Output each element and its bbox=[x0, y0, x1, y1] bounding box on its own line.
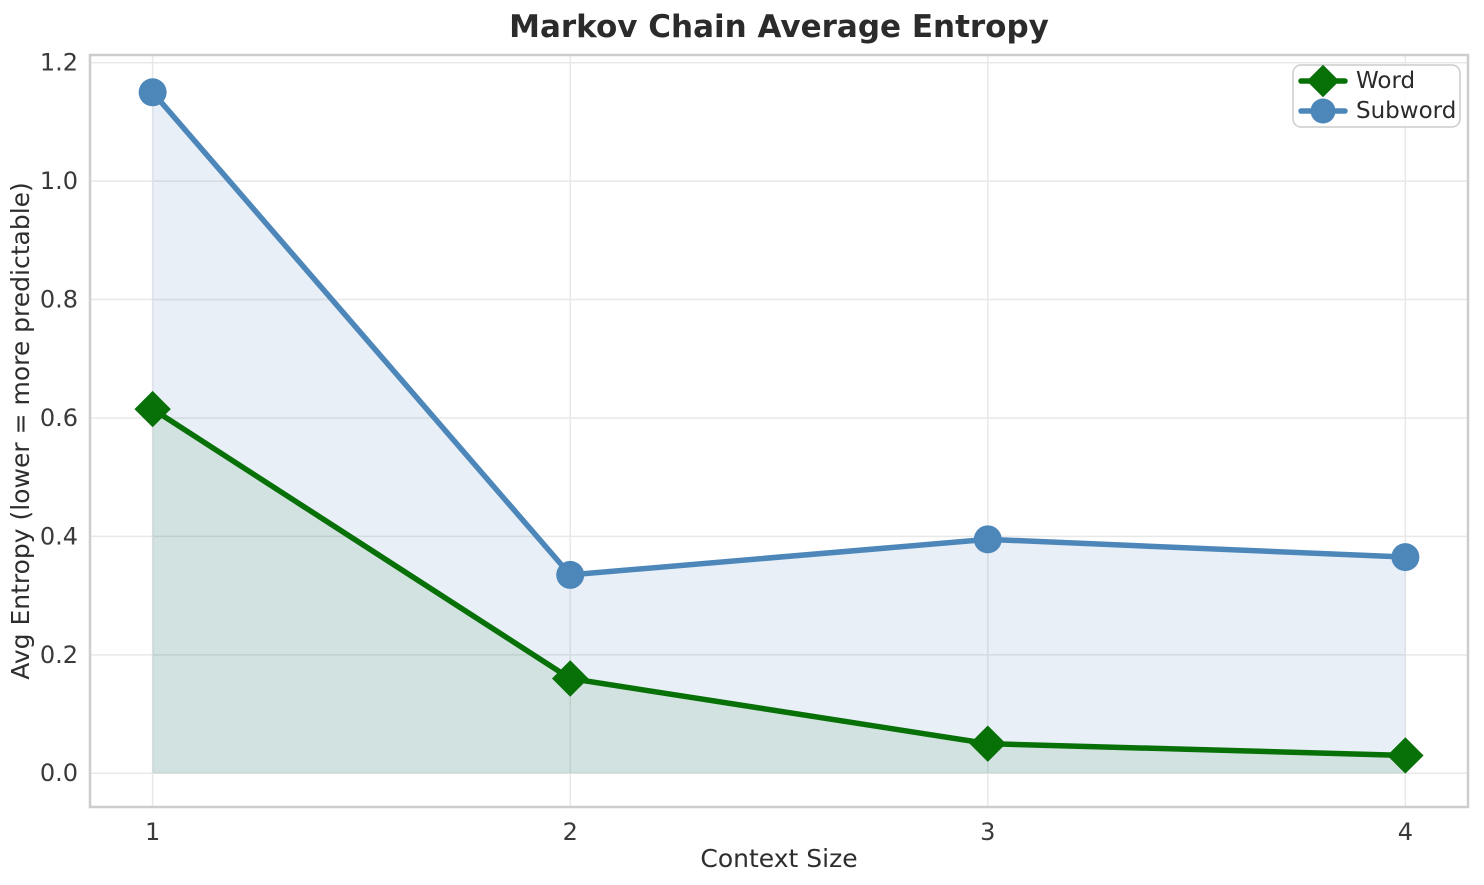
legend: Word Subword bbox=[1292, 64, 1461, 128]
word-line bbox=[149, 406, 1409, 759]
word-area bbox=[152, 409, 1406, 774]
y-tick-label: 0.6 bbox=[40, 404, 78, 432]
legend-label: Word bbox=[1356, 68, 1415, 94]
chart-title: Markov Chain Average Entropy bbox=[509, 9, 1049, 45]
legend-label: Subword bbox=[1356, 98, 1456, 124]
word-marker bbox=[552, 660, 589, 697]
word-marker bbox=[969, 725, 1006, 762]
legend-item-word: Word bbox=[1298, 64, 1415, 98]
subword-marker bbox=[1391, 543, 1420, 572]
subword-area bbox=[152, 92, 1406, 774]
x-tick-label: 1 bbox=[145, 818, 160, 846]
legend-marker-diamond-icon bbox=[1306, 64, 1340, 98]
word-marker bbox=[1387, 737, 1424, 774]
subword-marker bbox=[973, 525, 1002, 554]
subword-marker bbox=[556, 560, 585, 589]
word-marker bbox=[134, 390, 171, 428]
plot-frame bbox=[88, 53, 1470, 809]
x-tick-label: 4 bbox=[1398, 818, 1413, 846]
y-axis-label: Avg Entropy (lower = more predictable) bbox=[6, 182, 35, 680]
y-tick-label: 0.0 bbox=[40, 759, 78, 787]
legend-item-subword: Subword bbox=[1298, 98, 1456, 124]
y-tick-label: 0.2 bbox=[40, 641, 78, 669]
legend-marker-circle-icon bbox=[1310, 98, 1336, 124]
subword-line bbox=[149, 89, 1409, 578]
plot-area bbox=[90, 55, 1468, 807]
y-tick-label: 1.0 bbox=[40, 167, 78, 195]
y-tick-label: 0.8 bbox=[40, 286, 78, 314]
y-tick-label: 1.2 bbox=[40, 49, 78, 77]
subword-marker bbox=[138, 78, 167, 107]
x-axis-label: Context Size bbox=[700, 844, 857, 873]
x-tick-label: 3 bbox=[980, 818, 995, 846]
x-tick-label: 2 bbox=[563, 818, 578, 846]
y-tick-label: 0.4 bbox=[40, 522, 78, 550]
plot-layer: 0.0 0.2 0.4 0.6 0.8 1.0 1.2 1 2 3 4 bbox=[40, 49, 1470, 846]
